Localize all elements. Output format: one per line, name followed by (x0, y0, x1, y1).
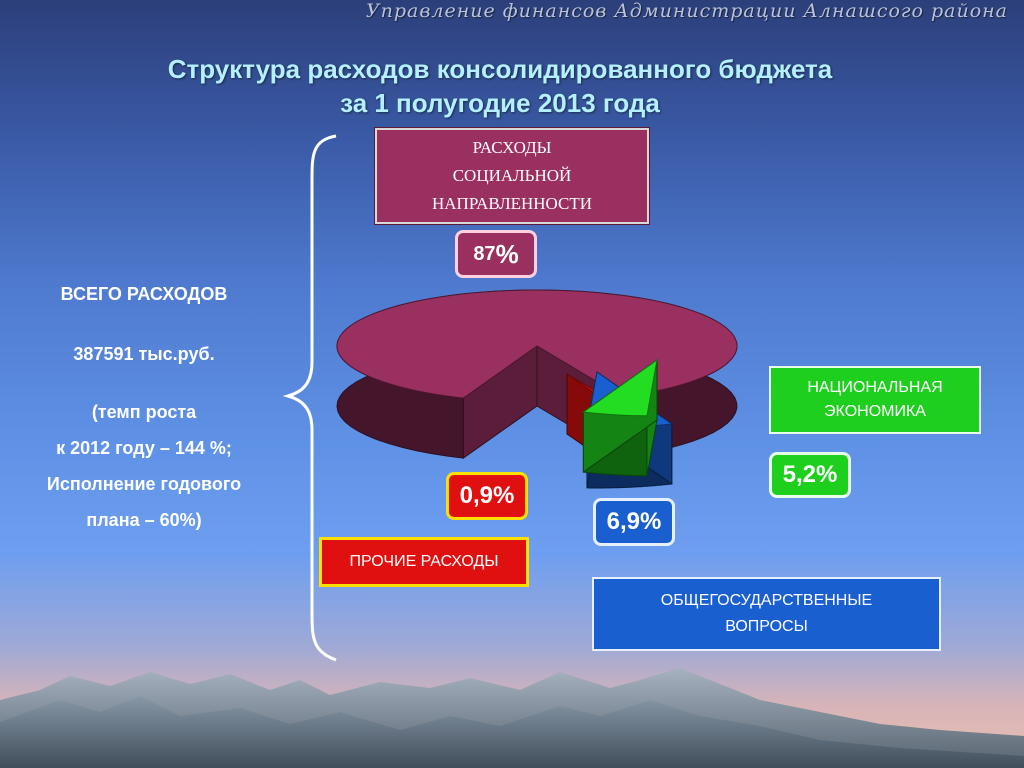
legend-general-line-1: ОБЩЕГОСУДАРСТВЕННЫЕ (660, 592, 873, 609)
pct-economy: 5,2% (769, 452, 851, 498)
plan-line-2: плана – 60%) (86, 510, 202, 530)
pct-other: 0,9% (446, 472, 528, 520)
growth-line-2: к 2012 году – 144 %; (56, 438, 232, 458)
growth-line-1: (темп роста (91, 402, 197, 422)
header-agency: Управление финансов Администрации Алнашс… (365, 0, 1008, 22)
total-value: 387591 тыс.руб. (73, 344, 215, 364)
pct-economy-text: 5,2% (782, 461, 838, 488)
pie-slice-0-top (336, 289, 738, 399)
pie-slice-3 (582, 358, 658, 477)
legend-social-line-3: НАПРАВЛЕННОСТИ (431, 194, 593, 213)
pct-other-text: 0,9% (459, 482, 515, 509)
legend-economy-line-2: ЭКОНОМИКА (824, 403, 926, 420)
legend-social-line-1: РАСХОДЫ (472, 138, 552, 157)
pie-3d (336, 289, 738, 489)
legend-social: РАСХОДЫ СОЦИАЛЬНОЙ НАПРАВЛЕННОСТИ (374, 127, 650, 225)
page-title: Структура расходов консолидированного бю… (60, 52, 940, 120)
pct-social: 87% (455, 230, 537, 278)
pct-general: 6,9% (593, 498, 675, 546)
title-line-2: за 1 полугодие 2013 года (340, 88, 660, 118)
legend-general: ОБЩЕГОСУДАРСТВЕННЫЕ ВОПРОСЫ (592, 577, 941, 651)
summary-bracket (282, 134, 337, 662)
legend-social-line-2: СОЦИАЛЬНОЙ (452, 166, 572, 185)
legend-economy: НАЦИОНАЛЬНАЯ ЭКОНОМИКА (769, 366, 981, 434)
plan-line-1: Исполнение годового (46, 474, 242, 494)
legend-other-text: ПРОЧИЕ РАСХОДЫ (349, 553, 499, 570)
pct-social-sign: % (495, 238, 519, 269)
total-label: ВСЕГО РАСХОДОВ (60, 284, 228, 304)
pct-social-num: 87 (473, 242, 496, 265)
title-line-1: Структура расходов консолидированного бю… (167, 54, 833, 84)
pie-slice-0 (336, 289, 738, 460)
legend-economy-line-1: НАЦИОНАЛЬНАЯ (807, 379, 943, 396)
pct-general-text: 6,9% (606, 508, 662, 535)
pie-slice-3-top (582, 358, 658, 417)
legend-general-line-2: ВОПРОСЫ (725, 618, 808, 635)
legend-other: ПРОЧИЕ РАСХОДЫ (319, 537, 529, 587)
mountains-front (0, 696, 1024, 768)
